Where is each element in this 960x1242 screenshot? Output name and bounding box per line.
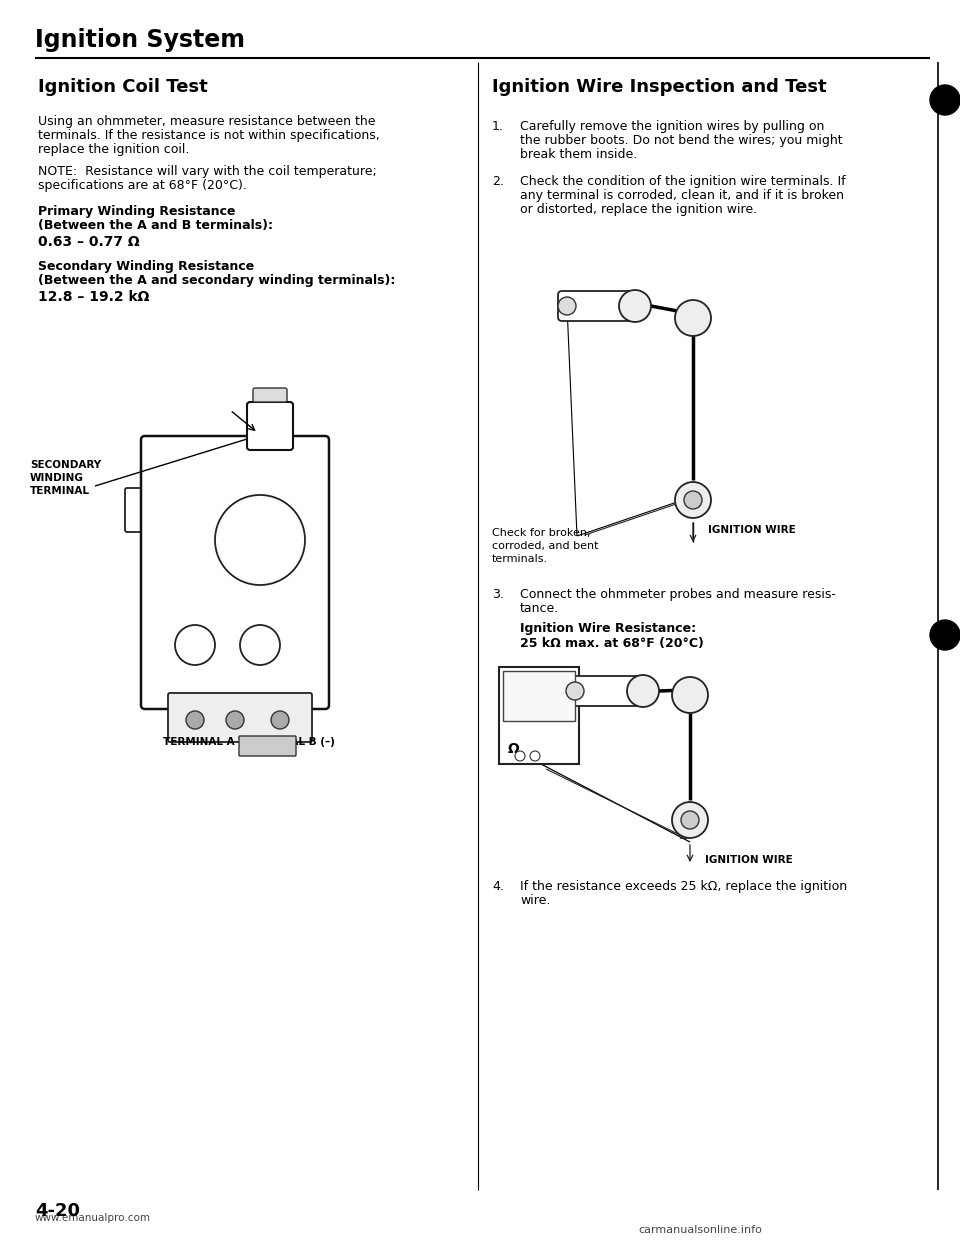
Text: WINDING: WINDING bbox=[30, 473, 84, 483]
Text: Check the condition of the ignition wire terminals. If: Check the condition of the ignition wire… bbox=[520, 175, 846, 188]
FancyBboxPatch shape bbox=[168, 693, 312, 741]
Text: (Between the A and B terminals):: (Between the A and B terminals): bbox=[38, 219, 273, 232]
Circle shape bbox=[675, 301, 711, 337]
Circle shape bbox=[245, 525, 275, 555]
Text: Ignition Wire Inspection and Test: Ignition Wire Inspection and Test bbox=[492, 78, 827, 96]
Text: 25 kΩ max. at 68°F (20°C): 25 kΩ max. at 68°F (20°C) bbox=[520, 637, 704, 650]
Circle shape bbox=[681, 811, 699, 828]
FancyBboxPatch shape bbox=[253, 388, 287, 402]
Text: 4-20: 4-20 bbox=[35, 1202, 80, 1220]
Text: 3.: 3. bbox=[492, 587, 504, 601]
Text: Ignition System: Ignition System bbox=[35, 29, 245, 52]
Circle shape bbox=[530, 751, 540, 761]
Text: Using an ohmmeter, measure resistance between the: Using an ohmmeter, measure resistance be… bbox=[38, 116, 375, 128]
FancyBboxPatch shape bbox=[239, 737, 296, 756]
Text: Connect the ohmmeter probes and measure resis-: Connect the ohmmeter probes and measure … bbox=[520, 587, 836, 601]
Circle shape bbox=[627, 674, 659, 707]
Circle shape bbox=[515, 751, 525, 761]
Text: the rubber boots. Do not bend the wires; you might: the rubber boots. Do not bend the wires;… bbox=[520, 134, 843, 147]
Text: any terminal is corroded, clean it, and if it is broken: any terminal is corroded, clean it, and … bbox=[520, 189, 844, 202]
Circle shape bbox=[186, 710, 204, 729]
Text: 12.8 – 19.2 kΩ: 12.8 – 19.2 kΩ bbox=[38, 289, 150, 304]
Circle shape bbox=[675, 482, 711, 518]
Text: Carefully remove the ignition wires by pulling on: Carefully remove the ignition wires by p… bbox=[520, 120, 825, 133]
Text: www.emanualpro.com: www.emanualpro.com bbox=[35, 1213, 151, 1223]
Circle shape bbox=[558, 297, 576, 315]
Text: 0.63 – 0.77 Ω: 0.63 – 0.77 Ω bbox=[38, 235, 139, 248]
Circle shape bbox=[240, 625, 280, 664]
Text: TERMINAL: TERMINAL bbox=[30, 486, 90, 496]
FancyBboxPatch shape bbox=[566, 676, 649, 705]
Text: or distorted, replace the ignition wire.: or distorted, replace the ignition wire. bbox=[520, 202, 757, 216]
FancyBboxPatch shape bbox=[499, 667, 579, 764]
Text: terminals. If the resistance is not within specifications,: terminals. If the resistance is not with… bbox=[38, 129, 380, 142]
Text: carmanualsonline.info: carmanualsonline.info bbox=[638, 1225, 762, 1235]
Text: Secondary Winding Resistance: Secondary Winding Resistance bbox=[38, 260, 254, 273]
Text: 4.: 4. bbox=[492, 881, 504, 893]
Text: terminals.: terminals. bbox=[492, 554, 548, 564]
Circle shape bbox=[930, 620, 960, 650]
Text: IGNITION WIRE: IGNITION WIRE bbox=[708, 525, 796, 535]
Text: corroded, and bent: corroded, and bent bbox=[492, 542, 598, 551]
Text: break them inside.: break them inside. bbox=[520, 148, 637, 161]
Text: 1.: 1. bbox=[492, 120, 504, 133]
Text: specifications are at 68°F (20°C).: specifications are at 68°F (20°C). bbox=[38, 179, 247, 193]
Text: NOTE:  Resistance will vary with the coil temperature;: NOTE: Resistance will vary with the coil… bbox=[38, 165, 376, 178]
Circle shape bbox=[619, 289, 651, 322]
Text: (Between the A and secondary winding terminals):: (Between the A and secondary winding ter… bbox=[38, 274, 396, 287]
Text: If the resistance exceeds 25 kΩ, replace the ignition: If the resistance exceeds 25 kΩ, replace… bbox=[520, 881, 847, 893]
Circle shape bbox=[175, 625, 215, 664]
Circle shape bbox=[230, 510, 290, 570]
Circle shape bbox=[215, 496, 305, 585]
FancyBboxPatch shape bbox=[558, 291, 641, 320]
FancyBboxPatch shape bbox=[125, 488, 151, 532]
Text: Ignition Wire Resistance:: Ignition Wire Resistance: bbox=[520, 622, 696, 635]
Circle shape bbox=[672, 677, 708, 713]
Circle shape bbox=[566, 682, 584, 700]
Circle shape bbox=[226, 710, 244, 729]
Text: Ignition Coil Test: Ignition Coil Test bbox=[38, 78, 207, 96]
FancyBboxPatch shape bbox=[503, 671, 575, 722]
Circle shape bbox=[271, 710, 289, 729]
Text: Check for broken,: Check for broken, bbox=[492, 528, 590, 538]
Circle shape bbox=[672, 802, 708, 838]
Text: 2.: 2. bbox=[492, 175, 504, 188]
Text: wire.: wire. bbox=[520, 894, 550, 907]
Text: +: + bbox=[188, 637, 202, 655]
Circle shape bbox=[684, 491, 702, 509]
Circle shape bbox=[930, 84, 960, 116]
Text: Ω: Ω bbox=[508, 741, 519, 756]
Text: Primary Winding Resistance: Primary Winding Resistance bbox=[38, 205, 235, 219]
Text: TERMINAL A (+): TERMINAL A (+) bbox=[163, 737, 256, 746]
Text: IGNITION WIRE: IGNITION WIRE bbox=[705, 854, 793, 864]
Circle shape bbox=[254, 534, 266, 546]
Text: replace the ignition coil.: replace the ignition coil. bbox=[38, 143, 189, 156]
Text: SECONDARY: SECONDARY bbox=[30, 460, 101, 469]
Text: Ω: Ω bbox=[254, 637, 266, 651]
FancyBboxPatch shape bbox=[141, 436, 329, 709]
Text: TERMINAL B (–): TERMINAL B (–) bbox=[245, 737, 335, 746]
Text: tance.: tance. bbox=[520, 602, 560, 615]
FancyBboxPatch shape bbox=[247, 402, 293, 450]
